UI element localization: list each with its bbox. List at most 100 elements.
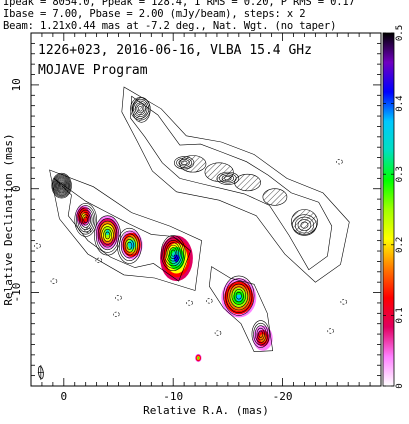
negative-contour [113, 311, 120, 317]
jet-envelope-contour [49, 169, 202, 291]
contour-line [254, 325, 267, 343]
contour-line [103, 228, 113, 242]
y-tick-label: 10 [10, 78, 23, 91]
x-tick-label: 0 [61, 390, 68, 403]
contour-line [162, 237, 184, 269]
contour-component-1 [74, 202, 97, 237]
colorbar-gradient [382, 32, 395, 387]
contour-line [77, 207, 94, 233]
jet-envelope-contour [130, 95, 333, 271]
contour-line [57, 179, 67, 192]
contour-line [55, 177, 68, 194]
jet-envelope-contour [53, 178, 192, 282]
colorbar-tick-label: 0.2 [395, 237, 405, 253]
header-levels-line: Ibase = 7.00, Pbase = 2.00 (mJy/beam), s… [3, 8, 306, 20]
negative-contour [340, 299, 348, 305]
contour-layer [34, 86, 350, 381]
contour-line [54, 176, 69, 195]
contour-line [258, 330, 264, 338]
contour-line [75, 205, 96, 235]
negative-contour [214, 330, 222, 336]
contour-line [231, 286, 247, 305]
contour-line [97, 220, 118, 251]
hatched-polarization-patch [132, 97, 151, 123]
contour-line [235, 291, 242, 300]
contour-line [53, 175, 70, 196]
contour-line [169, 247, 178, 259]
negative-contour [34, 243, 41, 249]
contour-line [74, 202, 97, 237]
contour-line [57, 180, 66, 191]
contour-line [83, 216, 88, 224]
contour-line [167, 244, 179, 262]
y-tick-label: -10 [10, 283, 23, 303]
header-stats-line: Ipeak = 8054.0, Ppeak = 128.4, I RMS = 0… [3, 0, 355, 8]
contour-line [95, 218, 120, 253]
negative-contour [205, 298, 213, 304]
contour-component-6 [251, 320, 270, 348]
contour-component-3 [117, 227, 142, 264]
polarization-layer [75, 205, 273, 363]
contour-line [81, 214, 90, 226]
negative-contour [327, 328, 334, 334]
contour-line [51, 172, 72, 199]
contour-component-5 [223, 275, 255, 316]
polarization-level [105, 229, 110, 236]
negative-contour [186, 300, 193, 306]
contour-line [170, 249, 176, 257]
contour-line [229, 283, 249, 308]
x-axis-label: Relative R.A. (mas) [143, 404, 269, 417]
contour-line [59, 182, 64, 189]
hatched-polarization-patch [234, 173, 261, 192]
polarization-level [173, 254, 180, 263]
contour-line [233, 289, 244, 303]
contour-component-0 [51, 172, 72, 199]
negative-contour [95, 257, 103, 263]
colorbar-tick-label: 0.1 [395, 307, 405, 323]
polarization-level [197, 357, 199, 359]
x-tick-label: -10 [163, 390, 183, 403]
contour-line [104, 231, 111, 240]
hatched-polarization-patch [291, 209, 318, 235]
hatched-polarization-patch [179, 155, 207, 173]
contour-line [124, 239, 135, 253]
contour-line [99, 223, 116, 248]
negative-contour [84, 227, 92, 233]
contour-line [160, 235, 186, 272]
y-axis-label: Relative Declination (mas) [2, 133, 15, 305]
negative-contour [115, 295, 122, 301]
colorbar-tick-label: 0.4 [395, 95, 405, 111]
x-tick-label: -20 [273, 390, 293, 403]
plot-annotations: 1226+023, 2016-06-16, VLBA 15.4 GHz MOJAV… [38, 43, 312, 78]
jet-envelope-contour [208, 266, 274, 353]
y-tick-label: 0 [10, 185, 23, 192]
negative-contour [336, 159, 343, 165]
plot-subtitle: MOJAVE Program [38, 63, 148, 78]
colorbar-tick-label: 0 [395, 383, 405, 388]
plot-title: 1226+023, 2016-06-16, VLBA 15.4 GHz [38, 43, 312, 58]
contour-line [251, 320, 270, 348]
contour-component-4 [160, 235, 186, 272]
contour-line [80, 212, 91, 228]
contour-line [227, 281, 251, 311]
polarization-level [235, 294, 242, 302]
contour-line [78, 209, 93, 230]
contour-line [256, 327, 265, 341]
contour-line [225, 278, 253, 313]
contour-line [223, 275, 255, 316]
hatched-polarization-patch [262, 188, 288, 206]
contour-line [119, 230, 140, 261]
contour-line [164, 239, 183, 267]
negative-contour [50, 278, 58, 284]
contour-line [120, 233, 138, 259]
contour-line [253, 322, 269, 346]
colorbar: 0 0.1 0.2 0.3 0.4 0.5 [382, 25, 405, 389]
colorbar-tick-label: 0.5 [395, 25, 405, 41]
contour-line [165, 242, 181, 264]
contour-line [117, 227, 142, 264]
contour-line [101, 226, 114, 245]
contour-line [60, 184, 63, 188]
contour-line [122, 236, 137, 256]
